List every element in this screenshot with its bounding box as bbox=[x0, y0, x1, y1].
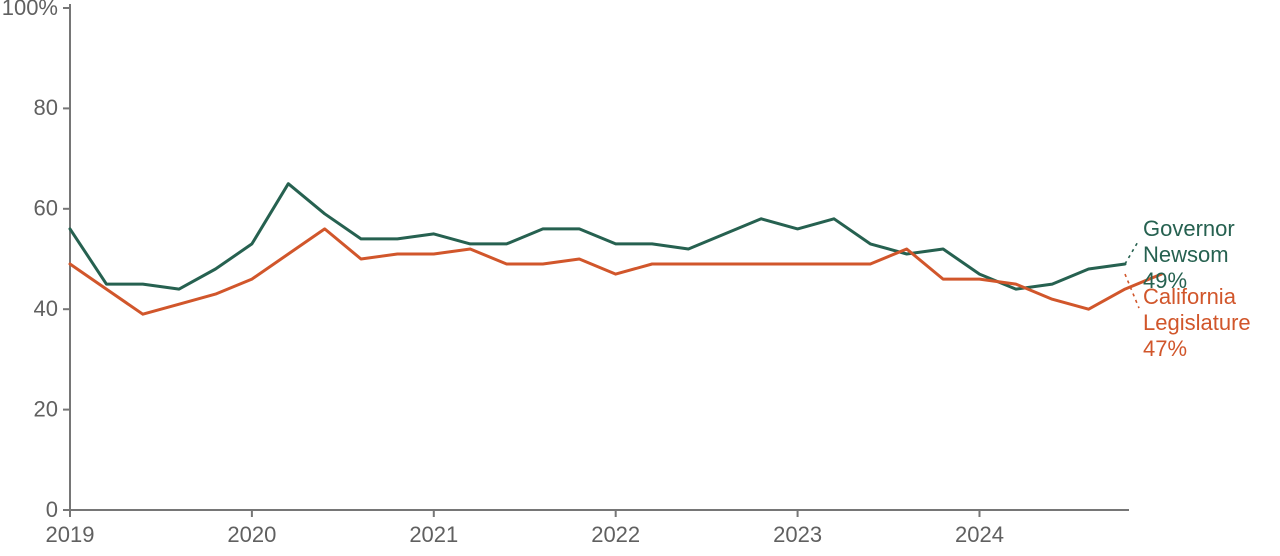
chart-background bbox=[0, 0, 1280, 556]
x-tick-label: 2024 bbox=[955, 522, 1004, 547]
approval-line-chart: 0 20 40 60 80 100% 2019 2020 2021 2022 2023 2024 Gov… bbox=[0, 0, 1280, 556]
y-tick-label: 100% bbox=[2, 0, 58, 20]
y-tick-label: 20 bbox=[34, 396, 58, 421]
y-tick-label: 40 bbox=[34, 296, 58, 321]
y-tick-label: 0 bbox=[46, 497, 58, 522]
chart-svg: 0 20 40 60 80 100% 2019 2020 2021 2022 2023 2024 Gov… bbox=[0, 0, 1280, 556]
x-tick-label: 2022 bbox=[591, 522, 640, 547]
x-tick-label: 2020 bbox=[227, 522, 276, 547]
x-tick-label: 2021 bbox=[409, 522, 458, 547]
y-tick-label: 60 bbox=[34, 196, 58, 221]
series-label-legislature: 47% bbox=[1143, 336, 1187, 361]
x-tick-label: 2019 bbox=[46, 522, 95, 547]
series-label-newsom: Governor bbox=[1143, 216, 1235, 241]
x-tick-label: 2023 bbox=[773, 522, 822, 547]
series-label-legislature: Legislature bbox=[1143, 310, 1251, 335]
y-tick-label: 80 bbox=[34, 95, 58, 120]
series-label-newsom: Newsom bbox=[1143, 242, 1229, 267]
series-label-legislature: California bbox=[1143, 284, 1237, 309]
